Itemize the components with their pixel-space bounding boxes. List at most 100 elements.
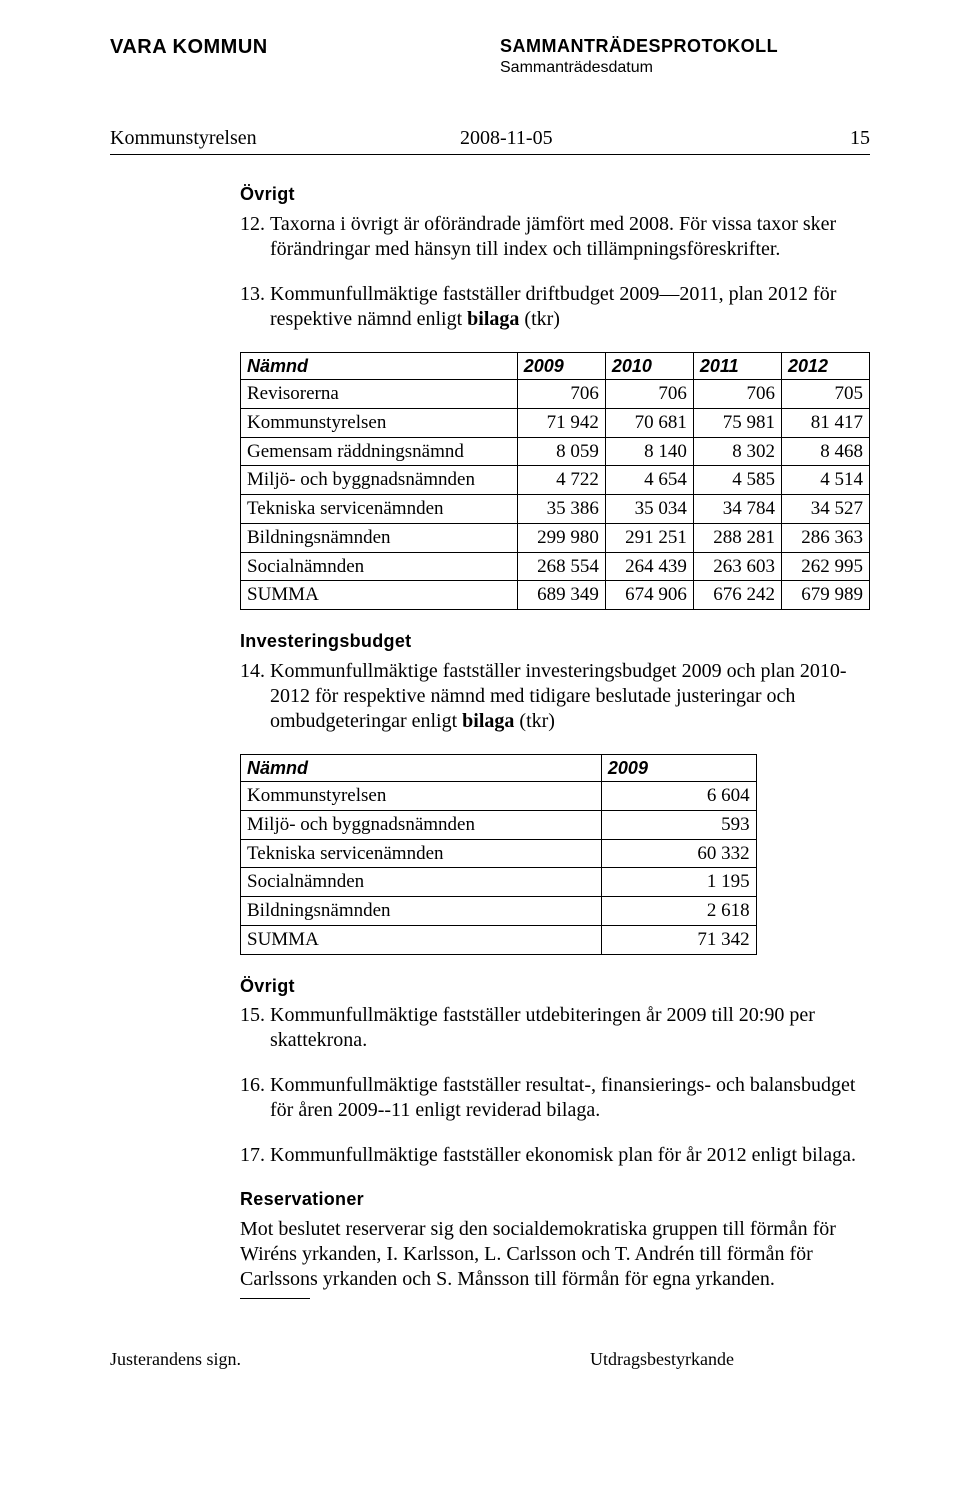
item-number: 14. [240, 659, 270, 734]
row-value: 4 585 [693, 466, 781, 495]
table-row: Tekniska servicenämnden60 332 [241, 839, 757, 868]
row-value: 706 [693, 380, 781, 409]
meeting-date: 2008-11-05 [460, 127, 760, 150]
row-value: 1 195 [601, 868, 756, 897]
table-header: 2012 [781, 352, 869, 380]
table-header: 2009 [517, 352, 605, 380]
header-top: VARA KOMMUN SAMMANTRÄDESPROTOKOLL Samman… [110, 36, 870, 77]
row-label: Tekniska servicenämnden [241, 839, 602, 868]
row-value: 8 059 [517, 437, 605, 466]
protocol-date-label: Sammanträdesdatum [500, 59, 870, 77]
row-label: Revisorerna [241, 380, 518, 409]
row-value: 4 654 [605, 466, 693, 495]
footer-left: Justerandens sign. [110, 1349, 450, 1370]
item-text: Kommunfullmäktige fastställer ekonomisk … [270, 1143, 870, 1168]
table-header: Nämnd [241, 352, 518, 380]
row-value: 34 527 [781, 495, 869, 524]
footer-right: Utdragsbestyrkande [590, 1349, 734, 1370]
item-text: Kommunfullmäktige fastställer resultat-,… [270, 1073, 870, 1123]
table-row: Bildningsnämnden2 618 [241, 897, 757, 926]
row-label: Bildningsnämnden [241, 523, 518, 552]
invest-heading: Investeringsbudget [240, 630, 870, 653]
row-value: 6 604 [601, 782, 756, 811]
org-name: VARA KOMMUN [110, 36, 268, 59]
table-row: Kommunstyrelsen6 604 [241, 782, 757, 811]
table-row: Socialnämnden1 195 [241, 868, 757, 897]
reservations-heading: Reservationer [240, 1188, 870, 1211]
item-text: Kommunfullmäktige fastställer utdebiteri… [270, 1003, 870, 1053]
row-value: 81 417 [781, 408, 869, 437]
row-value: 291 251 [605, 523, 693, 552]
row-value: 35 034 [605, 495, 693, 524]
page: VARA KOMMUN SAMMANTRÄDESPROTOKOLL Samman… [0, 0, 960, 1410]
row-value: 679 989 [781, 581, 869, 610]
item-16: 16. Kommunfullmäktige fastställer result… [240, 1073, 870, 1123]
item-12: 12. Taxorna i övrigt är oförändrade jämf… [240, 212, 870, 262]
item-number: 12. [240, 212, 270, 262]
reservations-text: Mot beslutet reserverar sig den socialde… [240, 1217, 870, 1292]
row-value: 676 242 [693, 581, 781, 610]
divider [110, 154, 870, 155]
short-rule [240, 1298, 310, 1299]
table-row: Socialnämnden268 554264 439263 603262 99… [241, 552, 870, 581]
row-label: Bildningsnämnden [241, 897, 602, 926]
row-value: 689 349 [517, 581, 605, 610]
table-row: Miljö- och byggnadsnämnden4 7224 6544 58… [241, 466, 870, 495]
table-row: SUMMA71 342 [241, 925, 757, 954]
footer: Justerandens sign. Utdragsbestyrkande [110, 1349, 870, 1370]
row-value: 71 942 [517, 408, 605, 437]
item-14: 14. Kommunfullmäktige fastställer invest… [240, 659, 870, 734]
item-number: 13. [240, 282, 270, 332]
table-row: SUMMA689 349674 906676 242679 989 [241, 581, 870, 610]
row-value: 4 514 [781, 466, 869, 495]
row-value: 593 [601, 810, 756, 839]
row-label: SUMMA [241, 925, 602, 954]
row-value: 286 363 [781, 523, 869, 552]
row-label: Tekniska servicenämnden [241, 495, 518, 524]
table-row: Bildningsnämnden299 980291 251288 281286… [241, 523, 870, 552]
item-text: Kommunfullmäktige fastställer driftbudge… [270, 282, 870, 332]
item-number: 17. [240, 1143, 270, 1168]
item-text: Taxorna i övrigt är oförändrade jämfört … [270, 212, 870, 262]
protocol-title: SAMMANTRÄDESPROTOKOLL [500, 36, 870, 57]
table-header: 2010 [605, 352, 693, 380]
meeting-body: Kommunstyrelsen [110, 127, 460, 150]
table-header: Nämnd [241, 754, 602, 782]
table-row: Revisorerna706706706705 [241, 380, 870, 409]
drift-budget-table: Nämnd2009201020112012 Revisorerna7067067… [240, 352, 870, 611]
row-value: 674 906 [605, 581, 693, 610]
table-header: 2009 [601, 754, 756, 782]
row-value: 8 140 [605, 437, 693, 466]
row-value: 705 [781, 380, 869, 409]
row-value: 60 332 [601, 839, 756, 868]
page-number: 15 [850, 127, 870, 150]
item-15: 15. Kommunfullmäktige fastställer utdebi… [240, 1003, 870, 1053]
row-value: 299 980 [517, 523, 605, 552]
row-label: SUMMA [241, 581, 518, 610]
row-value: 2 618 [601, 897, 756, 926]
meeting-line: Kommunstyrelsen 2008-11-05 15 [110, 127, 870, 150]
item-number: 15. [240, 1003, 270, 1053]
row-value: 264 439 [605, 552, 693, 581]
row-value: 288 281 [693, 523, 781, 552]
row-value: 706 [517, 380, 605, 409]
row-label: Socialnämnden [241, 552, 518, 581]
table-row: Gemensam räddningsnämnd8 0598 1408 3028 … [241, 437, 870, 466]
row-value: 34 784 [693, 495, 781, 524]
row-label: Kommunstyrelsen [241, 782, 602, 811]
row-value: 262 995 [781, 552, 869, 581]
invest-budget-table: Nämnd2009 Kommunstyrelsen6 604Miljö- och… [240, 754, 757, 955]
ovrigt2-heading: Övrigt [240, 975, 870, 998]
row-label: Miljö- och byggnadsnämnden [241, 466, 518, 495]
table-row: Kommunstyrelsen71 94270 68175 98181 417 [241, 408, 870, 437]
protocol-block: SAMMANTRÄDESPROTOKOLL Sammanträdesdatum [500, 36, 870, 77]
row-value: 263 603 [693, 552, 781, 581]
row-value: 71 342 [601, 925, 756, 954]
row-value: 4 722 [517, 466, 605, 495]
ovrigt-heading: Övrigt [240, 183, 870, 206]
content: Övrigt 12. Taxorna i övrigt är oförändra… [240, 183, 870, 1299]
row-value: 75 981 [693, 408, 781, 437]
table-header: 2011 [693, 352, 781, 380]
row-value: 706 [605, 380, 693, 409]
row-value: 8 302 [693, 437, 781, 466]
